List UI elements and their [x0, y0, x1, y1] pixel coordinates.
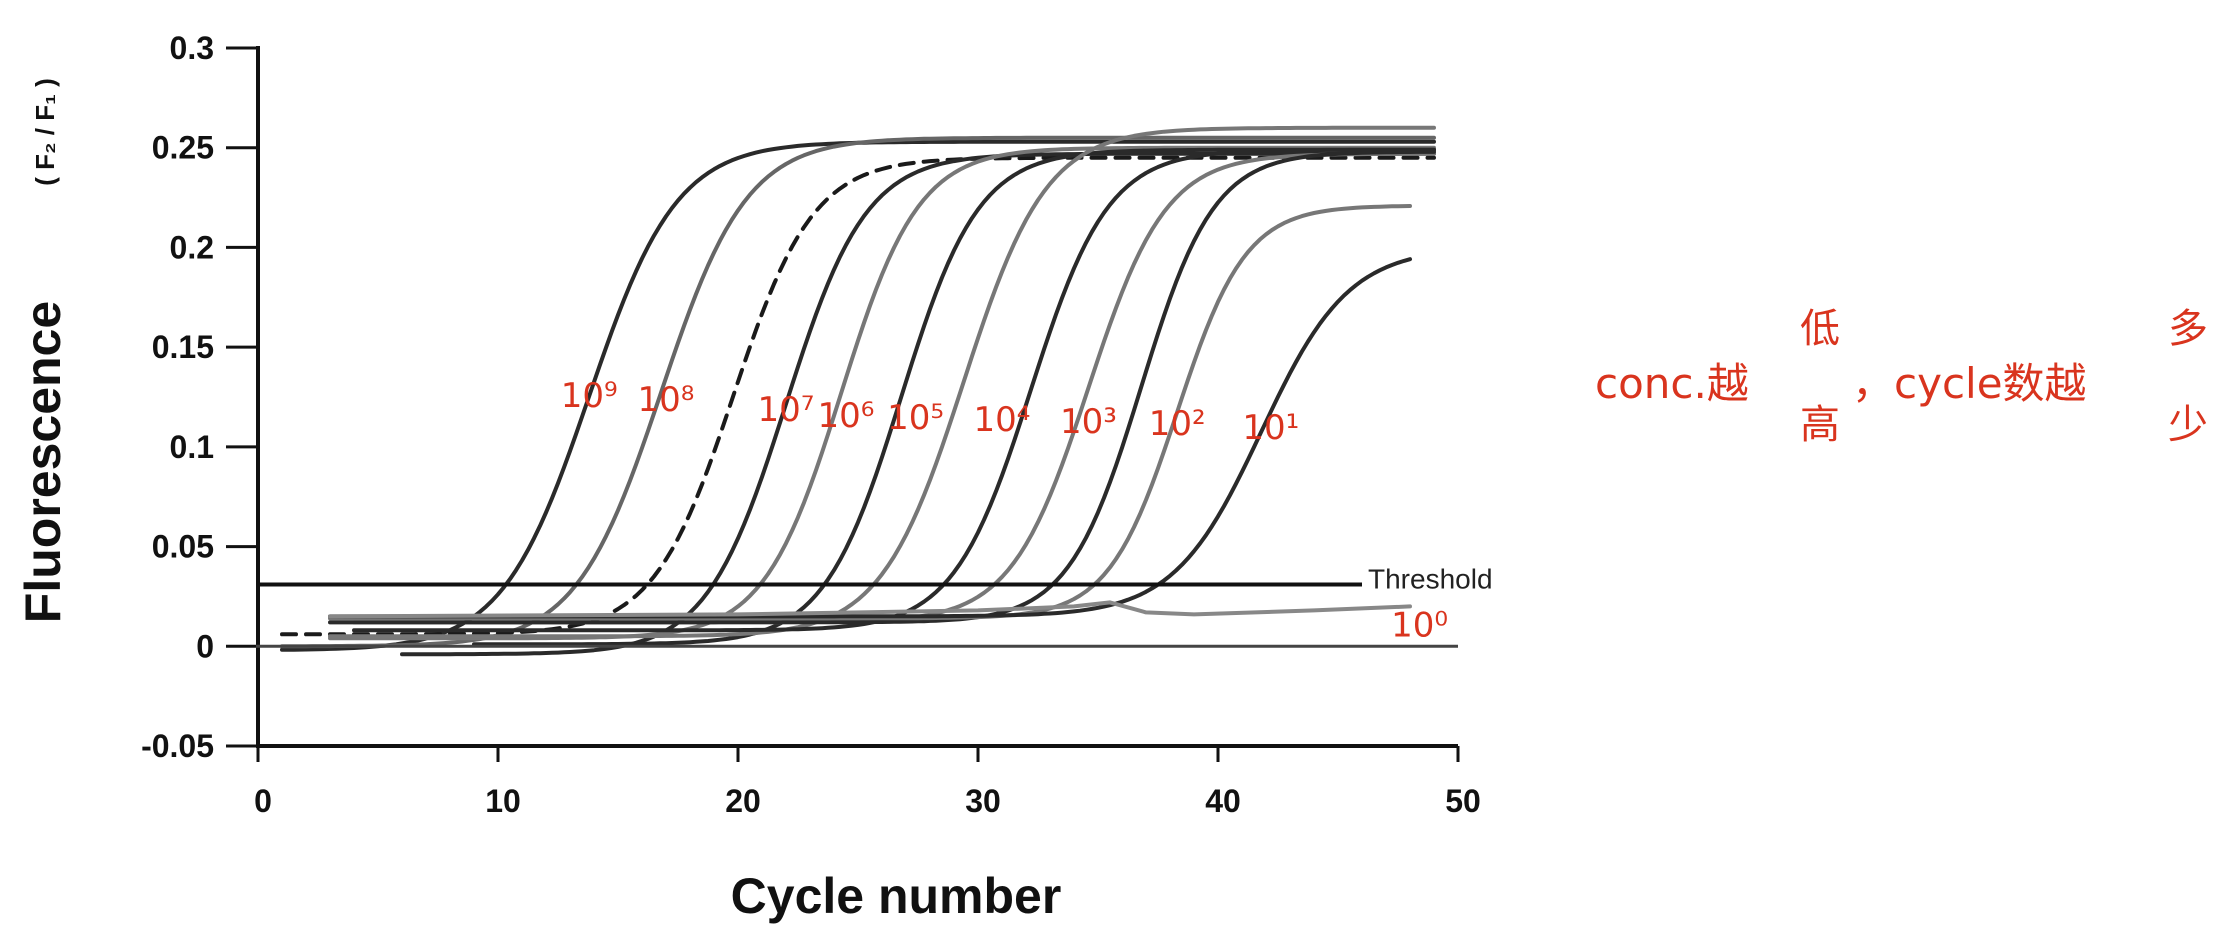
- reference-lines: Threshold: [256, 563, 1493, 648]
- threshold-label: Threshold: [1368, 563, 1493, 594]
- curve-9: [352, 151, 1436, 625]
- curve-3: [280, 155, 1436, 637]
- y-tick-label: 0.2: [170, 229, 214, 265]
- curve-5: [328, 145, 1436, 641]
- curve-2: [280, 135, 1436, 649]
- y-axis-title-group: Fluorescence ( F₂ / F₁ ): [15, 78, 71, 623]
- x-axis-ticks: 0 10 20 30 40 50: [254, 746, 1481, 819]
- x-tick-label: 0: [254, 783, 272, 819]
- chart-axes: [256, 46, 1458, 748]
- curve-13: [328, 600, 1412, 619]
- concentration-label: 10³: [1060, 402, 1117, 442]
- note-middle: ，cycle数越: [1852, 359, 2087, 408]
- curve-10: [328, 149, 1436, 625]
- note-suffix-top: 多: [2168, 306, 2208, 352]
- concentration-label: 10⁴: [974, 400, 1031, 440]
- concentration-label: 10⁷: [758, 390, 815, 430]
- y-axis-ticks: -0.05 0 0.05 0.1 0.15 0.2 0.25 0.3: [141, 30, 258, 764]
- curve-annotations: 10⁹ 10⁸ 10⁷ 10⁶ 10⁵ 10⁴ 10³ 10² 10¹ 10⁰: [561, 376, 1448, 645]
- handwritten-note: conc.越 低 高 ，cycle数越 多 少: [1595, 306, 2208, 448]
- x-tick-label: 30: [965, 783, 1001, 819]
- note-prefix-top: 低: [1800, 306, 1840, 352]
- y-axis-units: ( F₂ / F₁ ): [30, 78, 60, 186]
- y-tick-label: 0.15: [152, 329, 214, 365]
- y-tick-label: 0.25: [152, 130, 214, 166]
- x-tick-label: 10: [485, 783, 521, 819]
- note-suffix-bottom: 少: [2168, 402, 2208, 448]
- concentration-label: 10²: [1149, 404, 1206, 444]
- curve-4: [400, 151, 1436, 657]
- x-axis-title: Cycle number: [731, 868, 1062, 924]
- y-tick-label: 0.3: [170, 30, 214, 66]
- concentration-label: 10⁶: [818, 396, 875, 436]
- y-tick-label: -0.05: [141, 728, 214, 764]
- x-tick-label: 20: [725, 783, 761, 819]
- concentration-label: 10⁸: [638, 380, 695, 420]
- x-tick-label: 40: [1205, 783, 1241, 819]
- x-tick-label: 50: [1445, 783, 1481, 819]
- y-tick-label: 0.05: [152, 529, 214, 565]
- concentration-label: 10⁵: [887, 398, 944, 438]
- curve-7: [328, 125, 1436, 639]
- concentration-label: 10⁰: [1391, 605, 1448, 645]
- amplification-curves: [280, 125, 1436, 657]
- note-prefix-bottom: 高: [1800, 402, 1840, 448]
- note-prefix: conc.越: [1595, 359, 1749, 408]
- y-tick-label: 0: [196, 628, 214, 664]
- y-axis-title: Fluorescence: [15, 301, 71, 623]
- y-tick-label: 0.1: [170, 429, 214, 465]
- concentration-label: 10⁹: [561, 376, 618, 416]
- concentration-label: 10¹: [1242, 408, 1299, 448]
